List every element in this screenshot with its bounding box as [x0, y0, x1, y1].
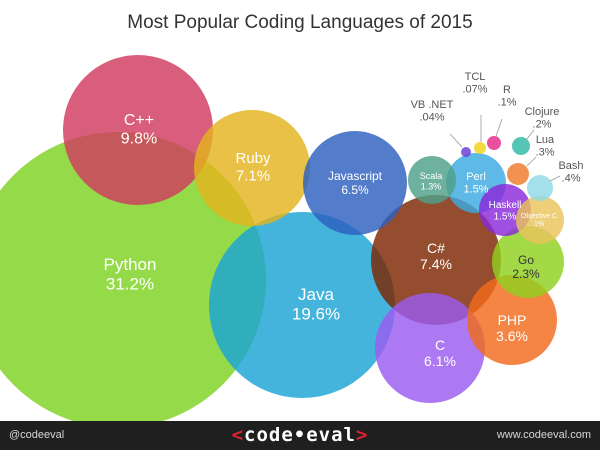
bubble-ruby — [194, 110, 310, 226]
bubble-name-vb-net: VB .NET — [411, 99, 454, 111]
bubble-value-bash: .4% — [562, 173, 581, 185]
bubble-value-r: .1% — [498, 97, 517, 109]
bubble-value-objective-c: 1% — [534, 221, 544, 228]
bubble-name-php: PHP — [498, 312, 527, 328]
bubble-name-java: Java — [298, 285, 334, 304]
bubble-c — [371, 195, 501, 325]
bubble-value-python: 31.2% — [106, 275, 154, 294]
bubble-value-php: 3.6% — [496, 328, 528, 344]
bubble-value-javascript: 6.5% — [341, 183, 369, 197]
connector-vb-net — [449, 133, 463, 148]
bubble-value-scala: 1.3% — [421, 181, 442, 191]
bubble-value-vb-net: .04% — [419, 112, 444, 124]
brand-right-bracket: > — [355, 424, 369, 446]
bubble-name-scala: Scala — [420, 171, 443, 181]
bubble-name-c: C++ — [124, 112, 154, 129]
bubble-value-clojure: .2% — [533, 119, 552, 131]
connector-lua — [526, 156, 537, 167]
bubble-name-bash: Bash — [558, 160, 583, 172]
bubble-value-java: 19.6% — [292, 305, 340, 324]
bubble-name-r: R — [503, 84, 511, 96]
brand-text: code•eval — [244, 424, 356, 446]
bubble-name-haskell: Haskell — [489, 200, 522, 211]
bubble-lua — [507, 163, 529, 185]
footer-bar: @codeeval <code•eval> www.codeeval.com — [0, 421, 600, 450]
bubble-name-objective-c: Objective C — [521, 213, 557, 220]
bubble-c — [375, 293, 485, 403]
chart-title: Most Popular Coding Languages of 2015 — [127, 12, 473, 33]
bubble-name-c: C — [435, 337, 445, 353]
bubble-scala — [408, 156, 456, 204]
connector-lines — [449, 115, 561, 182]
bubble-value-perl: 1.5% — [463, 184, 488, 196]
bubble-name-clojure: Clojure — [525, 106, 560, 118]
bubble-javascript — [303, 131, 407, 235]
bubble-name-ruby: Ruby — [235, 150, 271, 167]
bubble-value-go: 2.3% — [512, 267, 540, 281]
bubble-value-c: 6.1% — [424, 353, 456, 369]
bubble-python — [0, 132, 266, 421]
bubble-name-perl: Perl — [466, 171, 486, 183]
bubble-value-c: 7.4% — [420, 256, 452, 272]
bubble-go — [492, 226, 564, 298]
bubble-clojure — [512, 137, 530, 155]
bubble-name-tcl: TCL — [465, 71, 486, 83]
bubble-name-javascript: Javascript — [328, 169, 383, 183]
bubble-name-c: C# — [427, 240, 445, 256]
bubble-value-ruby: 7.1% — [236, 167, 270, 184]
brand-logo: <code•eval> — [0, 424, 600, 446]
bubbles-group — [0, 55, 564, 421]
footer-site: www.codeeval.com — [496, 429, 591, 441]
bubble-name-go: Go — [518, 253, 534, 267]
bubble-tcl — [474, 142, 486, 154]
bubble-name-lua: Lua — [536, 134, 555, 146]
footer-handle: @codeeval — [9, 429, 65, 441]
bubble-bash — [527, 175, 553, 201]
connector-bash — [549, 175, 561, 182]
bubble-vb-net — [461, 147, 471, 157]
bubble-name-python: Python — [104, 255, 157, 274]
bubble-php — [467, 275, 557, 365]
connector-r — [495, 118, 503, 137]
connector-clojure — [525, 129, 535, 141]
bubble-r — [487, 136, 501, 150]
bubble-value-tcl: .07% — [462, 84, 487, 96]
bubble-value-lua: .3% — [536, 147, 555, 159]
bubble-value-haskell: 1.5% — [494, 212, 517, 223]
bubble-objective-c — [516, 196, 564, 244]
bubble-java — [209, 212, 395, 398]
bubble-value-c: 9.8% — [121, 130, 157, 147]
bubble-c — [63, 55, 213, 205]
brand-left-bracket: < — [231, 424, 245, 446]
